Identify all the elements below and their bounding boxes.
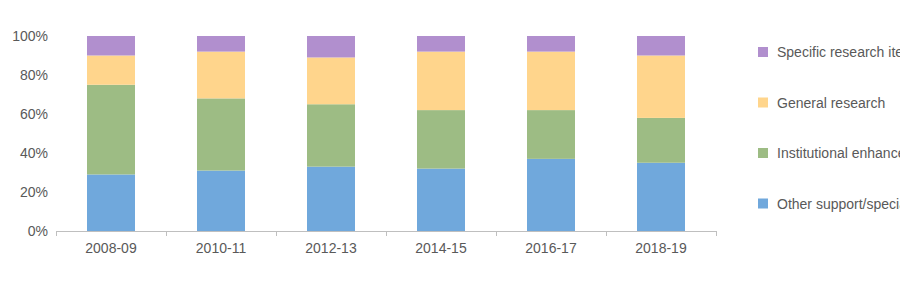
x-boundary-tick [496,231,497,236]
bar-segment [637,118,685,163]
legend-swatch [758,148,768,158]
bar-segment [307,167,355,231]
y-tick-label: 20% [20,184,48,200]
x-boundary-tick [716,231,717,236]
bar-segment [307,57,355,104]
legend-label: Other support/special items [777,196,900,212]
legend: Specific research items General research I… [758,44,900,212]
x-boundary-tick [166,231,167,236]
x-boundary-tick [56,231,57,236]
x-tick-label: 2014-15 [415,240,467,256]
bar-segment [197,98,245,170]
legend-swatch [758,98,768,108]
bar-segment [527,159,575,231]
x-tick-label: 2018-19 [635,240,687,256]
y-tick-label: 80% [20,67,48,83]
bar-segment [527,36,575,52]
legend-label: Specific research items [777,44,900,60]
y-tick-label: 60% [20,106,48,122]
bars [87,36,685,231]
legend-swatch [758,47,768,57]
legend-label: General research [777,95,885,111]
bar-segment [527,110,575,159]
bar-segment [637,56,685,118]
bar-segment [197,36,245,52]
chart: 0% 20% 40% 60% 80% 100% 2008-09 2010-11 2012-13 2… [0,0,900,285]
bar-segment [87,85,135,175]
legend-label: Institutional enhancement [777,145,900,161]
bar-segment [197,52,245,99]
bar-segment [307,104,355,166]
page: {"chart_data": {"type": "bar", "stacked"… [0,0,900,285]
x-boundary-tick [386,231,387,236]
bar-segment [417,169,465,231]
y-tick-label: 0% [28,223,48,239]
x-tick-label: 2016-17 [525,240,577,256]
bar-segment [87,56,135,85]
bar-segment [87,36,135,56]
bar-segment [417,110,465,169]
bar-segment [527,52,575,111]
legend-swatch [758,199,768,209]
y-tick-label: 40% [20,145,48,161]
y-tick-label: 100% [12,28,48,44]
x-tick-label: 2010-11 [196,240,247,256]
x-tick-label: 2012-13 [305,240,357,256]
bar-segment [197,171,245,231]
x-boundary-tick [276,231,277,236]
bar-segment [417,52,465,111]
x-tick-label: 2008-09 [85,240,137,256]
bar-segment [637,163,685,231]
bar-segment [637,36,685,56]
bar-segment [417,36,465,52]
bar-segment [307,36,355,57]
bar-segment [87,174,135,231]
x-boundary-tick [606,231,607,236]
